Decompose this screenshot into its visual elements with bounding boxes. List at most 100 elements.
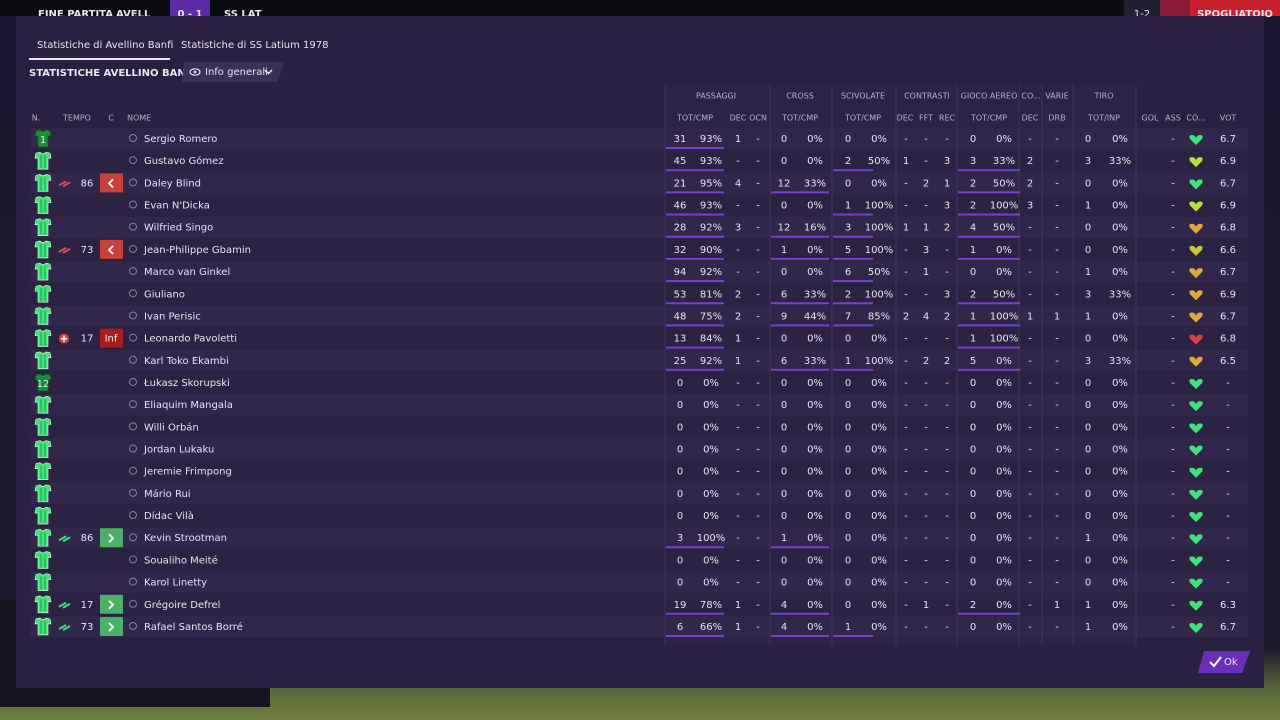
shirt-stripes (40, 510, 46, 524)
group-header: GIOCO AEREO (961, 92, 1018, 101)
stat-cell: 0% (703, 578, 719, 589)
shirt-icon (34, 351, 52, 370)
stat-cell: 0 (781, 378, 787, 389)
condition-heart (1189, 290, 1203, 301)
stat-cell: - (1028, 489, 1032, 500)
stat-cell: 53 (674, 289, 687, 300)
ok-label: Ok (1224, 657, 1238, 668)
stat-cell: 0 (845, 422, 851, 433)
stat-cell: - (1028, 422, 1032, 433)
stat-cell: - (1171, 467, 1175, 478)
stat-cell: 0% (807, 422, 823, 433)
column-header: ASS (1165, 114, 1181, 123)
stat-cell: 95% (700, 178, 722, 189)
stat-cell: 75% (700, 311, 722, 322)
player-name: Daley Blind (144, 178, 201, 189)
shirt-stripes (40, 620, 46, 634)
stat-cell: - (904, 578, 908, 589)
stat-cell: - (756, 334, 760, 345)
shirt-icon (34, 418, 52, 436)
stat-cell: 1 (1085, 311, 1091, 322)
shirt-stripes (40, 598, 46, 612)
stat-cell: 6.8 (1220, 223, 1236, 234)
stat-cell: - (1028, 555, 1032, 566)
stat-cell: 1 (845, 356, 851, 367)
stat-cell: 3 (1085, 156, 1091, 167)
tab[interactable]: Statistiche di Avellino Banfi (37, 40, 173, 51)
stat-bar (666, 368, 724, 371)
stat-cell: 0 (1085, 555, 1091, 566)
stat-cell: 3 (970, 156, 976, 167)
stat-cell: - (1028, 223, 1032, 234)
stat-cell: - (736, 511, 740, 522)
stat-bar (666, 191, 724, 194)
condition-heart (1189, 578, 1203, 589)
badge-chevron (108, 533, 115, 543)
stat-cell: 0% (871, 134, 887, 145)
tab[interactable]: Statistiche di SS Latium 1978 (181, 40, 328, 51)
stat-cell: 1 (923, 223, 929, 234)
stat-bar (666, 213, 724, 216)
person-icon (129, 422, 137, 431)
badge-chevron (107, 178, 114, 188)
stat-cell: 0% (1112, 334, 1128, 345)
dropdown[interactable] (182, 62, 284, 82)
stat-bar (666, 169, 724, 172)
stat-cell: 0% (1112, 223, 1128, 234)
stat-cell: 1 (1085, 600, 1091, 611)
stat-cell: - (756, 289, 760, 300)
shirt-stripes (40, 532, 46, 546)
stat-cell: 0% (871, 489, 887, 500)
sub-badge (100, 173, 123, 193)
stat-cell: - (1171, 311, 1175, 322)
shirt-stripes (40, 399, 46, 413)
stat-cell: 0 (970, 622, 976, 633)
stat-cell: 0 (970, 445, 976, 456)
shirt-icon (34, 440, 52, 458)
stat-cell: - (756, 467, 760, 478)
stat-cell: 2 (970, 600, 976, 611)
player-name: Jeremie Frimpong (143, 467, 232, 478)
stat-cell: 3 (1085, 289, 1091, 300)
column-header: CO... (1186, 114, 1205, 123)
column-header: NOME (127, 114, 151, 123)
stat-cell: 0% (1112, 201, 1128, 212)
stat-cell: - (736, 245, 740, 256)
condition-heart (1189, 201, 1203, 212)
stat-cell: 2 (944, 223, 950, 234)
score-box (170, 0, 210, 16)
group-header: CROSS (786, 92, 814, 101)
stat-cell: 2 (970, 289, 976, 300)
stat-cell: - (904, 356, 908, 367)
stat-cell: 0 (677, 422, 683, 433)
stat-cell: 0% (807, 400, 823, 411)
stat-cell: 0 (970, 422, 976, 433)
stat-cell: 45 (674, 156, 687, 167)
shirt-icon (34, 506, 52, 525)
stat-cell: 0 (845, 555, 851, 566)
group-header: VARIE (1045, 92, 1068, 101)
stat-cell: 0% (807, 622, 823, 633)
stat-cell: 0% (871, 622, 887, 633)
column-header: REC (939, 114, 956, 123)
stat-cell: - (1171, 223, 1175, 234)
stat-cell: 1 (781, 533, 787, 544)
stat-cell: 0 (845, 511, 851, 522)
dressing-room-button[interactable] (1190, 0, 1280, 16)
stat-cell: 2 (845, 289, 851, 300)
row-bg (30, 505, 1248, 527)
stat-cell: 6.7 (1220, 134, 1236, 145)
row-bg (30, 371, 1248, 394)
player-name: Kevin Strootman (144, 533, 227, 544)
row-bg (30, 416, 1248, 438)
stat-cell: - (945, 134, 949, 145)
ok-button[interactable] (1198, 651, 1250, 673)
stat-cell: - (1171, 134, 1175, 145)
person-icon (129, 488, 137, 497)
row-bg (30, 460, 1248, 482)
stat-bar (666, 324, 724, 327)
stat-cell: 1 (735, 600, 741, 611)
player-name: Soualiho Meité (144, 554, 218, 566)
stat-cell: 90% (700, 245, 722, 256)
menu-button[interactable] (1160, 0, 1190, 16)
